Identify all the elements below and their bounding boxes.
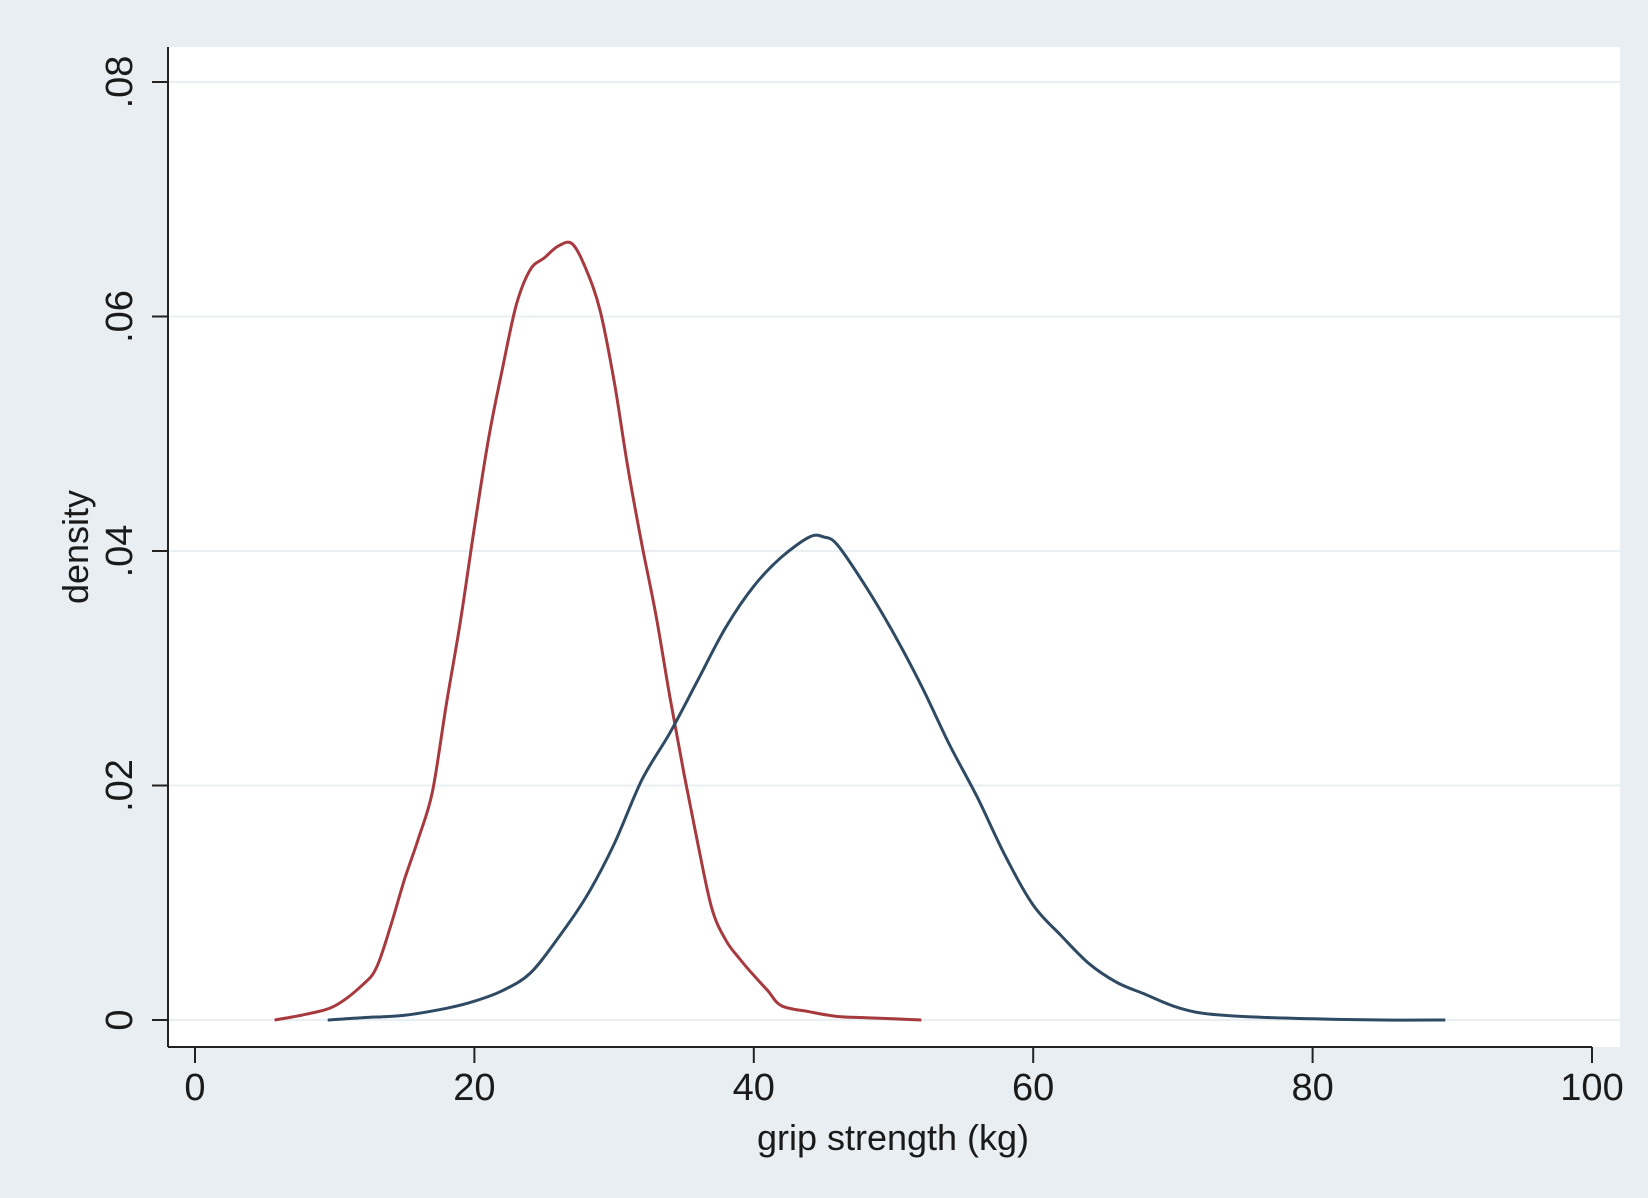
x-axis-title: grip strength (kg) bbox=[757, 1117, 1029, 1158]
x-tick-label: 80 bbox=[1291, 1067, 1333, 1109]
y-tick-label: .08 bbox=[99, 56, 141, 109]
y-axis-title: density bbox=[55, 490, 96, 604]
y-tick-label: .02 bbox=[99, 759, 141, 812]
x-tick-label: 20 bbox=[453, 1067, 495, 1109]
axes bbox=[167, 47, 1592, 1048]
x-tick-label: 40 bbox=[733, 1067, 775, 1109]
x-tick-label: 100 bbox=[1560, 1067, 1623, 1109]
plot-background bbox=[168, 47, 1620, 1047]
y-tick-label: 0 bbox=[99, 1009, 141, 1030]
y-tick-label: .06 bbox=[99, 290, 141, 343]
y-tick-label: .04 bbox=[99, 525, 141, 578]
density-series-line-2 bbox=[327, 533, 1446, 1022]
x-tick-label: 60 bbox=[1012, 1067, 1054, 1109]
x-tick-label: 0 bbox=[184, 1067, 205, 1109]
ticks: 0 .02 .04 .06 .08 0 20 40 60 80 100 bbox=[99, 56, 1624, 1109]
density-series-line-1 bbox=[274, 240, 922, 1022]
series-lines bbox=[274, 240, 1446, 1022]
